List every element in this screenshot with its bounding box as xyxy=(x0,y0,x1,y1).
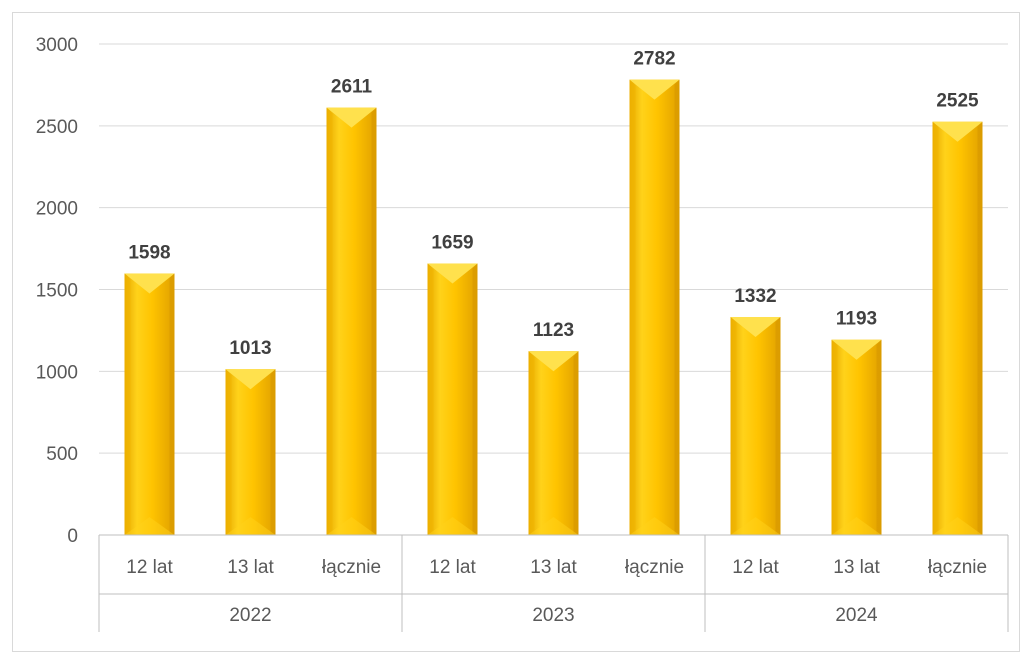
bar-bevel-left xyxy=(932,121,939,535)
data-label: 1332 xyxy=(734,286,776,307)
bar-bevel-top xyxy=(932,121,983,142)
bar xyxy=(528,351,579,535)
bar-bevel-bottom xyxy=(326,517,377,535)
bar-bevel-bottom xyxy=(629,517,680,535)
bar xyxy=(225,369,276,535)
bar-bevel-left xyxy=(629,79,636,536)
y-tick-label: 2500 xyxy=(36,117,78,138)
x-group-label: 2024 xyxy=(835,605,878,626)
bar-bevel-top xyxy=(427,263,478,284)
bar xyxy=(730,316,781,535)
x-group-label: 2022 xyxy=(229,605,271,626)
y-tick-label: 1000 xyxy=(36,362,78,383)
bar-bevel-right xyxy=(472,263,478,535)
x-category-label: 13 lat xyxy=(530,557,577,578)
bar-bevel-right xyxy=(169,273,175,535)
bars xyxy=(124,79,983,536)
bar-bevel-left xyxy=(427,263,434,535)
bar xyxy=(124,273,175,535)
data-label: 1598 xyxy=(128,242,170,263)
x-category-label: 12 lat xyxy=(429,557,476,578)
bar xyxy=(831,339,882,535)
x-axis: 12 lat 13 lat łącznie 12 lat 13 lat łącznie 12… xyxy=(98,534,1009,632)
x-category-label: łącznie xyxy=(928,557,987,578)
bar-bevel-top xyxy=(730,316,781,337)
bar-bevel-bottom xyxy=(831,517,882,535)
bar-bevel-top xyxy=(225,369,276,390)
bar xyxy=(326,107,377,536)
data-label: 1659 xyxy=(431,232,473,253)
data-label: 2611 xyxy=(331,77,373,98)
bar-bevel-bottom xyxy=(528,517,579,535)
y-tick-label: 500 xyxy=(46,444,78,465)
bar-bevel-left xyxy=(831,339,838,535)
bar-bevel-bottom xyxy=(225,517,276,535)
bar-bevel-right xyxy=(674,79,680,536)
data-label: 1013 xyxy=(229,338,271,359)
bar-bevel-left xyxy=(124,273,131,535)
y-tick-label: 1500 xyxy=(36,281,78,302)
bar-bevel-top xyxy=(629,79,680,100)
x-group-label: 2023 xyxy=(532,605,574,626)
data-label: 1123 xyxy=(533,320,574,341)
bar-bevel-bottom xyxy=(124,517,175,535)
bar-bevel-left xyxy=(730,316,737,535)
data-labels: 1598 1013 2611 1659 1123 2782 1332 1193 2525 xyxy=(128,49,979,360)
data-label: 2782 xyxy=(633,49,675,70)
data-label: 2525 xyxy=(936,91,979,112)
bar-bevel-left xyxy=(326,107,333,536)
bar-bevel-right xyxy=(371,107,377,536)
x-category-label: łącznie xyxy=(625,557,684,578)
x-category-label: 12 lat xyxy=(126,557,173,578)
bar-bevel-left xyxy=(225,369,232,535)
bar-bevel-left xyxy=(528,351,535,535)
x-category-label: 13 lat xyxy=(227,557,274,578)
bar-bevel-top xyxy=(326,107,377,128)
chart-frame xyxy=(12,12,1020,652)
y-tick-label: 3000 xyxy=(36,35,78,56)
bar-bevel-right xyxy=(876,339,882,535)
bar-bevel-top xyxy=(528,351,579,372)
bar-chart: 0 500 1000 1500 2000 2500 3000 1598 1013 2611 165… xyxy=(36,35,1009,632)
y-axis-ticks: 0 500 1000 1500 2000 2500 3000 xyxy=(36,35,78,547)
data-label: 1193 xyxy=(836,309,877,330)
x-category-label: łącznie xyxy=(322,557,381,578)
bar xyxy=(629,79,680,536)
bar xyxy=(932,121,983,535)
bar-bevel-bottom xyxy=(427,517,478,535)
bar-bevel-bottom xyxy=(730,517,781,535)
x-category-label: 12 lat xyxy=(732,557,779,578)
bar-bevel-top xyxy=(831,339,882,360)
bar-bevel-right xyxy=(270,369,276,535)
y-tick-label: 2000 xyxy=(36,199,78,220)
bar xyxy=(427,263,478,535)
bar-bevel-right xyxy=(775,316,781,535)
bar-bevel-right xyxy=(573,351,579,535)
bar-bevel-bottom xyxy=(932,517,983,535)
x-category-label: 13 lat xyxy=(833,557,880,578)
bar-bevel-right xyxy=(977,121,983,535)
y-tick-label: 0 xyxy=(67,526,78,547)
bar-bevel-top xyxy=(124,273,175,294)
